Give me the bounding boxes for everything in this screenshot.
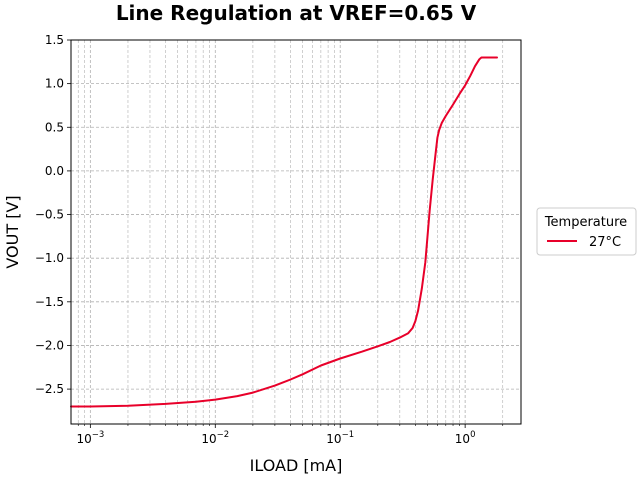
x-tick-label: 10−3 — [76, 430, 104, 446]
legend: Temperature 27°C — [536, 207, 637, 256]
plot-area — [70, 56, 498, 408]
x-tick-label: 100 — [455, 430, 476, 446]
legend-box — [536, 207, 637, 256]
y-tick-label: 0.5 — [45, 120, 64, 134]
y-axis: 1.5 1.0 0.5 0.0 −0.5 −1.0 −1.5 −2.0 −2.5 — [35, 33, 71, 396]
y-axis-label: VOUT [V] — [3, 195, 22, 268]
y-tick-label: −1.5 — [35, 295, 64, 309]
legend-title: Temperature — [544, 215, 627, 230]
x-axis: 10−3 10−2 10−1 100 — [76, 424, 504, 446]
y-tick-label: −2.0 — [35, 338, 64, 352]
y-tick-label: 1.0 — [45, 77, 64, 91]
y-tick-label: 1.5 — [45, 33, 64, 47]
x-tick-label: 10−1 — [326, 430, 354, 446]
legend-entry-label: 27°C — [589, 235, 621, 250]
y-tick-label: −1.0 — [35, 251, 64, 265]
chart-title: Line Regulation at VREF=0.65 V — [116, 1, 477, 25]
x-axis-label: ILOAD [mA] — [250, 456, 343, 475]
y-tick-label: −0.5 — [35, 208, 64, 222]
y-tick-label: −2.5 — [35, 382, 64, 396]
x-tick-label: 10−2 — [201, 430, 229, 446]
series-line — [70, 56, 498, 408]
y-tick-label: 0.0 — [45, 164, 64, 178]
plot-frame — [70, 39, 522, 425]
